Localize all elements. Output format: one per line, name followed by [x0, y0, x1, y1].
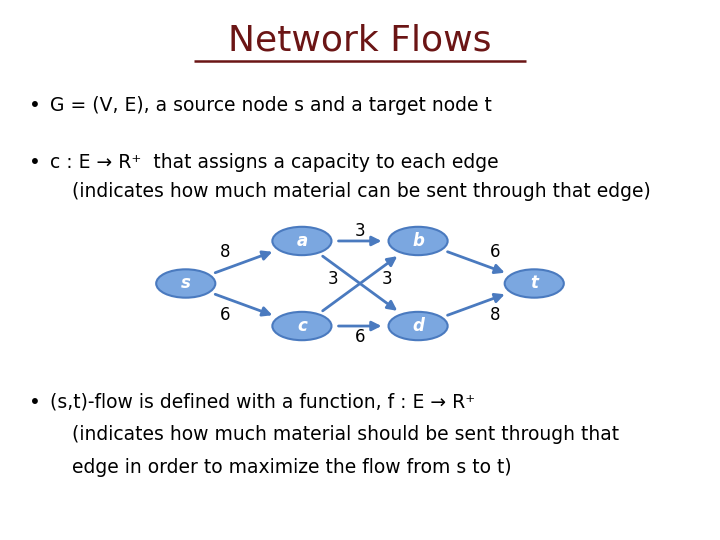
Text: •: •	[29, 152, 40, 172]
Text: 8: 8	[490, 306, 500, 324]
Text: 6: 6	[220, 306, 230, 324]
Circle shape	[389, 227, 448, 255]
Text: (s,t)-flow is defined with a function, f : E → R⁺: (s,t)-flow is defined with a function, f…	[50, 393, 476, 412]
Text: •: •	[29, 393, 40, 412]
Text: (indicates how much material should be sent through that: (indicates how much material should be s…	[72, 425, 619, 444]
Circle shape	[389, 312, 448, 340]
Text: c : E → R⁺  that assigns a capacity to each edge: c : E → R⁺ that assigns a capacity to ea…	[50, 152, 499, 172]
Text: 3: 3	[355, 222, 365, 240]
Text: •: •	[29, 96, 40, 115]
Text: s: s	[181, 274, 191, 293]
Text: 3: 3	[327, 271, 338, 288]
Text: 3: 3	[382, 271, 393, 288]
Text: a: a	[297, 232, 307, 250]
Circle shape	[156, 269, 215, 298]
Text: G = (V, E), a source node s and a target node t: G = (V, E), a source node s and a target…	[50, 96, 492, 115]
Text: Network Flows: Network Flows	[228, 24, 492, 57]
Circle shape	[272, 312, 331, 340]
Circle shape	[272, 227, 331, 255]
Text: 8: 8	[220, 243, 230, 261]
Circle shape	[505, 269, 564, 298]
Text: 6: 6	[490, 243, 500, 261]
Text: (indicates how much material can be sent through that edge): (indicates how much material can be sent…	[72, 182, 651, 201]
Text: 6: 6	[355, 328, 365, 346]
Text: edge in order to maximize the flow from s to t): edge in order to maximize the flow from …	[72, 457, 512, 477]
Text: b: b	[412, 232, 424, 250]
Text: c: c	[297, 317, 307, 335]
Text: d: d	[412, 317, 424, 335]
Text: t: t	[530, 274, 539, 293]
